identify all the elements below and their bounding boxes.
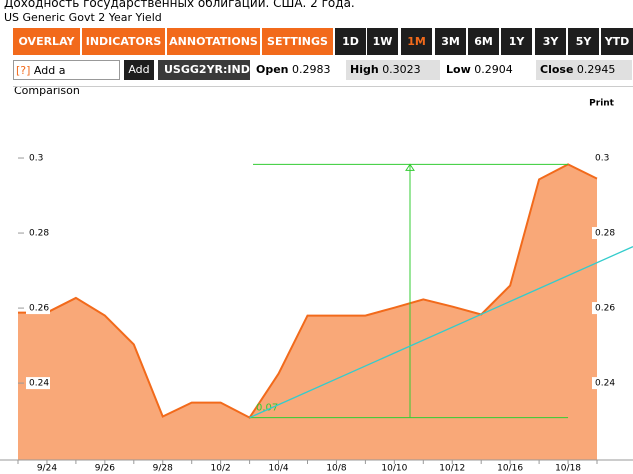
x-tick-label: 10/16 xyxy=(497,464,523,474)
low-label: Low xyxy=(446,63,471,76)
period-button[interactable]: 1W xyxy=(367,28,398,55)
period-button[interactable]: 1Y xyxy=(501,28,532,55)
open-value: 0.2983 xyxy=(292,63,331,76)
arrow-head xyxy=(405,163,415,171)
subtitle: US Generic Govt 2 Year Yield xyxy=(4,11,162,24)
y-tick-label: 0.3 xyxy=(595,154,609,164)
title: Доходность государственных облигаций. СШ… xyxy=(4,0,355,10)
help[interactable]: [?] xyxy=(16,64,31,77)
y-tick-label: 0.28 xyxy=(29,229,49,239)
menu-button[interactable]: OVERLAY ▼ xyxy=(13,28,80,75)
x-tick-label: 9/28 xyxy=(153,464,173,474)
line xyxy=(18,163,598,419)
close-label: Close xyxy=(540,63,574,76)
menu-button[interactable]: ANNOTATIONS ▼ xyxy=(167,28,260,75)
divider xyxy=(13,86,633,87)
y-tick-box xyxy=(26,302,50,315)
y-tick-label: 0.26 xyxy=(29,304,49,314)
x-tick-label: 10/12 xyxy=(439,464,465,474)
y-tick-label: 0.26 xyxy=(595,304,615,314)
y-tick-box xyxy=(26,152,50,165)
high-value: 0.3023 xyxy=(382,63,421,76)
period-button[interactable]: 5Y xyxy=(568,28,599,55)
y-tick-box xyxy=(26,377,50,390)
open: Open 0.2983 xyxy=(251,60,343,80)
x-tick-label: 10/8 xyxy=(326,464,346,474)
menu-button[interactable]: SETTINGS ▼ xyxy=(262,28,333,75)
high-label: High xyxy=(350,63,379,76)
x-tick-label: 10/18 xyxy=(555,464,581,474)
x-tick-label: 9/24 xyxy=(37,464,57,474)
y-tick-box xyxy=(592,152,616,165)
low: Low 0.2904 xyxy=(442,60,534,80)
x-tick-label: 10/10 xyxy=(381,464,407,474)
y-tick-box xyxy=(592,302,616,315)
x-tick-label: 10/2 xyxy=(211,464,231,474)
add-button[interactable]: Add xyxy=(124,60,154,80)
print[interactable]: Print xyxy=(589,99,615,109)
ticker: USGG2YR:IND xyxy=(158,60,250,80)
period-button[interactable]: 1M xyxy=(401,28,432,55)
comparison-placeholder: Add a Comparison xyxy=(14,64,80,97)
low-value: 0.2904 xyxy=(474,63,513,76)
annotation-label: 0.07 xyxy=(256,403,278,414)
y-tick-label: 0.24 xyxy=(595,379,615,389)
close: Close 0.2945 xyxy=(536,60,632,80)
period-button[interactable]: 3Y xyxy=(535,28,566,55)
trend-line xyxy=(249,246,633,419)
y-tick-label: 0.24 xyxy=(29,379,49,389)
period-button[interactable]: 1D xyxy=(335,28,366,55)
y-tick-box xyxy=(592,377,616,390)
y-tick-label: 0.3 xyxy=(29,154,43,164)
x-tick-label: 9/26 xyxy=(95,464,115,474)
comparison-input[interactable]: [?] Add a Comparison xyxy=(13,60,120,97)
x-tick-label: 10/4 xyxy=(268,464,288,474)
high: High 0.3023 xyxy=(346,60,440,80)
y-tick-label: 0.28 xyxy=(595,229,615,239)
open-label: Open xyxy=(256,63,289,76)
period-button[interactable]: 3M xyxy=(435,28,466,55)
y-tick-box xyxy=(26,227,50,240)
period-button[interactable]: 6M xyxy=(468,28,499,55)
menu-button[interactable]: INDICATORS ▼ xyxy=(82,28,165,75)
close-value: 0.2945 xyxy=(576,63,616,76)
period-button[interactable]: YTD xyxy=(601,28,633,55)
area xyxy=(18,164,597,460)
y-tick-box xyxy=(592,227,616,240)
